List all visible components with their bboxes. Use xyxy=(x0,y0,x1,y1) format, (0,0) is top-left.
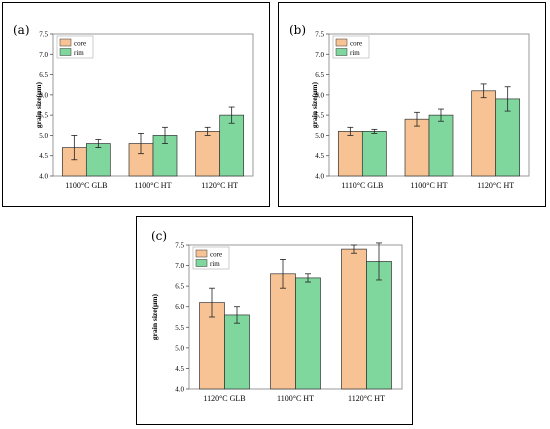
y-tick-label: 5.0 xyxy=(39,132,48,140)
y-tick-label: 6.0 xyxy=(315,91,324,99)
category-label: 1100°C HT xyxy=(135,181,172,190)
category-label: 1110°C GLB xyxy=(341,181,383,190)
y-tick-label: 7.5 xyxy=(315,31,324,39)
bar-rim-1 xyxy=(295,277,321,390)
y-tick-label: 4.0 xyxy=(315,173,324,181)
y-tick-label: 7.0 xyxy=(315,51,324,59)
y-tick-label: 4.0 xyxy=(175,386,184,394)
legend-label-rim: rim xyxy=(350,49,360,57)
legend-label-rim: rim xyxy=(210,260,220,268)
legend-swatch-rim xyxy=(59,48,72,56)
y-tick-label: 6.5 xyxy=(315,71,324,79)
bar-rim-1 xyxy=(428,114,454,177)
y-tick-label: 6.5 xyxy=(175,283,184,291)
bar-core-1 xyxy=(404,118,430,177)
y-axis-label: grain size(μm) xyxy=(150,293,159,340)
category-label: 1120°C HT xyxy=(477,181,514,190)
y-tick-label: 7.0 xyxy=(175,262,184,270)
legend-swatch-rim xyxy=(195,259,208,267)
chart-panel-a: (a) 4.0 4.5 5.0 5.5 6.0 6.5 7.0 7.5 grain size(μ… xyxy=(2,2,270,207)
chart-a-svg: 4.0 4.5 5.0 5.5 6.0 6.5 7.0 7.5 grain size(μm) 11… xyxy=(34,31,254,190)
bar-rim-0 xyxy=(224,314,250,390)
bar-rim-0 xyxy=(85,143,111,177)
panel-label-c: (c) xyxy=(151,229,168,243)
y-tick-label: 6.0 xyxy=(175,303,184,311)
y-tick-label: 7.5 xyxy=(175,242,184,250)
y-tick-label: 4.5 xyxy=(175,365,184,373)
y-tick-label: 6.0 xyxy=(39,91,48,99)
legend-label-core: core xyxy=(350,40,362,48)
panel-label-b: (b) xyxy=(289,23,307,37)
bar-rim-2 xyxy=(219,114,245,177)
panel-label-a: (a) xyxy=(13,23,30,37)
legend-swatch-core xyxy=(59,38,72,47)
legend-swatch-rim xyxy=(335,48,348,56)
chart-b-svg: 4.0 4.5 5.0 5.5 6.0 6.5 7.0 7.5 grain size(μm) 11… xyxy=(310,31,530,190)
y-tick-label: 4.5 xyxy=(315,152,324,160)
y-tick-label: 5.5 xyxy=(39,112,48,120)
y-tick-label: 4.5 xyxy=(39,152,48,160)
category-label: 1100°C HT xyxy=(411,181,448,190)
chart-panel-c: (c) 4.0 4.5 5.0 5.5 6.0 6.5 7.0 7.5 grain size(μ… xyxy=(136,216,413,425)
category-label: 1100°C HT xyxy=(277,394,314,403)
bar-core-2 xyxy=(471,90,497,177)
bar-core-2 xyxy=(195,131,221,177)
legend-swatch-core xyxy=(335,38,348,47)
legend-label-core: core xyxy=(74,40,86,48)
y-tick-label: 6.5 xyxy=(39,71,48,79)
bar-rim-2 xyxy=(495,98,521,177)
legend-swatch-core xyxy=(195,249,208,258)
chart-panel-b: (b) 4.0 4.5 5.0 5.5 6.0 6.5 7.0 7.5 grain size(μ… xyxy=(278,2,546,207)
y-axis-label: grain size(μm) xyxy=(34,81,43,128)
bar-core-2 xyxy=(341,248,367,390)
chart-c-svg: 4.0 4.5 5.0 5.5 6.0 6.5 7.0 7.5 grain size(μm) 11… xyxy=(150,242,403,403)
bar-rim-0 xyxy=(361,131,387,177)
category-label: 1120°C HT xyxy=(348,394,385,403)
legend-label-rim: rim xyxy=(74,49,84,57)
category-label: 1120°C GLB xyxy=(203,394,245,403)
category-label: 1120°C HT xyxy=(201,181,238,190)
y-axis-label: grain size(μm) xyxy=(310,81,319,128)
legend-label-core: core xyxy=(210,251,222,259)
bar-core-1 xyxy=(270,273,296,390)
y-tick-label: 4.0 xyxy=(39,173,48,181)
bar-core-0 xyxy=(337,131,363,177)
y-tick-label: 5.0 xyxy=(315,132,324,140)
category-label: 1100°C GLB xyxy=(65,181,107,190)
bar-rim-2 xyxy=(366,261,392,390)
y-tick-label: 5.5 xyxy=(315,112,324,120)
y-tick-label: 7.0 xyxy=(39,51,48,59)
y-tick-label: 5.0 xyxy=(175,344,184,352)
y-tick-label: 5.5 xyxy=(175,324,184,332)
y-tick-label: 7.5 xyxy=(39,31,48,39)
